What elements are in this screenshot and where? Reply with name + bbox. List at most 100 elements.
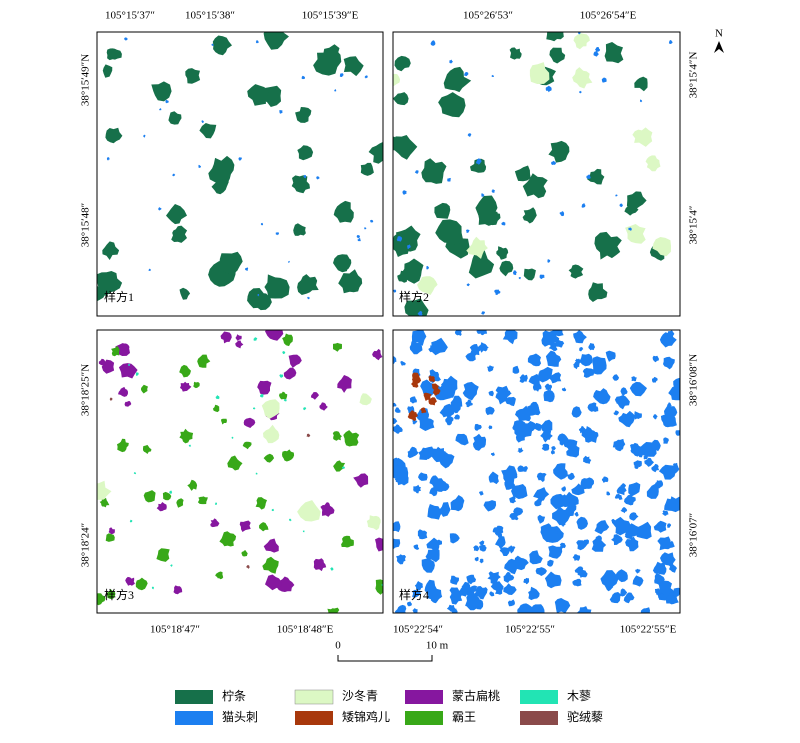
shrub-patch — [427, 504, 443, 520]
coord-label: 38°15′4″N — [688, 52, 700, 99]
shrub-patch — [211, 178, 229, 195]
shrub-patch — [632, 127, 653, 147]
shrub-patch — [540, 419, 553, 433]
shrub-patch — [652, 355, 659, 363]
shrub-patch — [652, 561, 667, 575]
shrub-patch — [491, 189, 495, 193]
shrub-patch — [552, 330, 560, 337]
shrub-patch — [171, 225, 188, 243]
shrub-patch — [616, 485, 627, 496]
shrub-patch — [546, 32, 564, 42]
shrub-patch — [462, 381, 479, 401]
shrub-patch — [124, 401, 132, 407]
shrub-patch — [235, 340, 244, 349]
shrub-patch — [334, 89, 337, 92]
shrub-patch — [261, 399, 280, 419]
shrub-patch — [605, 350, 616, 362]
shrub-patch — [614, 395, 630, 410]
coord-label: 105°26′53″ — [463, 10, 513, 22]
shrub-patch — [519, 374, 528, 383]
shrub-patch — [572, 67, 593, 89]
shrub-patch — [615, 445, 622, 452]
shrub-patch — [515, 405, 531, 422]
shrub-patch — [658, 464, 676, 480]
shrub-patch — [548, 140, 570, 163]
shrub-patch — [470, 158, 487, 173]
shrub-patch — [540, 430, 553, 443]
shrub-patch — [343, 56, 364, 77]
shrub-patch — [662, 510, 669, 516]
shrub-patch — [337, 255, 352, 271]
shrub-patch — [659, 332, 677, 348]
shrub-patch — [619, 203, 623, 208]
shrub-patch — [553, 463, 568, 480]
shrub-patch — [428, 397, 437, 406]
shrub-patch — [545, 85, 552, 93]
shrub-patch — [489, 591, 495, 597]
legend-swatch — [405, 711, 443, 725]
shrub-patch — [635, 447, 646, 458]
shrub-patch — [528, 373, 540, 387]
shrub-patch — [443, 66, 472, 93]
shrub-patch — [360, 162, 374, 176]
shrub-patch — [125, 576, 135, 586]
shrub-patch — [404, 298, 429, 316]
shrub-patch — [467, 133, 472, 137]
shrub-patch — [395, 604, 407, 613]
shrub-patch — [293, 223, 306, 236]
shrub-patch — [264, 274, 290, 299]
shrub-patch — [394, 55, 411, 72]
shrub-patch — [291, 175, 310, 194]
shrub-patch — [394, 407, 401, 413]
shrub-patch — [393, 92, 409, 106]
shrub-patch — [474, 423, 482, 431]
shrub-patch — [282, 351, 286, 355]
shrub-patch — [534, 422, 543, 431]
shrub-patch — [544, 383, 552, 392]
shrub-patch — [212, 35, 232, 56]
shrub-patch — [143, 490, 156, 503]
shrub-patch — [313, 49, 342, 76]
shrub-patch — [523, 577, 530, 585]
shrub-patch — [409, 396, 417, 404]
shrub-patch — [536, 472, 547, 483]
shrub-patch — [370, 219, 374, 223]
shrub-patch — [420, 407, 427, 414]
shrub-patch — [162, 491, 172, 501]
shrub-patch — [620, 507, 628, 514]
shrub-patch — [197, 496, 208, 505]
shrub-patch — [275, 232, 279, 236]
shrub-patch — [343, 430, 360, 447]
shrub-patch — [537, 514, 546, 524]
shrub-patch — [128, 363, 131, 366]
shrub-patch — [118, 386, 128, 397]
shrub-patch — [393, 418, 398, 425]
shrub-patch — [657, 593, 661, 598]
shrub-patch — [629, 512, 639, 521]
legend-label: 木蓼 — [567, 689, 591, 703]
shrub-patch — [414, 581, 423, 591]
shrub-patch — [188, 444, 192, 447]
shrub-patch — [176, 498, 184, 508]
north-arrow — [714, 41, 724, 53]
shrub-patch — [282, 333, 293, 347]
shrub-patch — [614, 493, 621, 499]
shrub-patch — [548, 545, 563, 559]
shrub-patch — [439, 502, 451, 517]
shrub-patch — [247, 84, 269, 106]
shrub-patch — [507, 599, 515, 607]
shrub-patch — [215, 395, 220, 400]
shrub-patch — [241, 550, 248, 557]
shrub-patch — [227, 455, 243, 471]
shrub-patch — [464, 72, 469, 77]
shrub-patch — [231, 436, 234, 439]
shrub-patch — [625, 536, 639, 552]
shrub-patch — [659, 580, 672, 596]
panel-patches — [97, 330, 383, 613]
shrub-patch — [615, 194, 618, 197]
shrub-patch — [221, 418, 227, 425]
shrub-patch — [393, 402, 397, 407]
shrub-patch — [396, 236, 403, 242]
shrub-patch — [582, 368, 595, 378]
shrub-patch — [97, 593, 106, 606]
